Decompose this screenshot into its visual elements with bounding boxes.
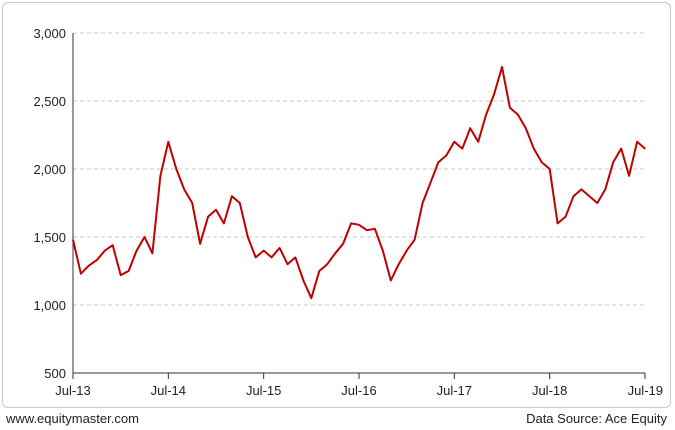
data-point: [223, 222, 225, 224]
y-tick-label: 3,000: [33, 26, 66, 41]
x-tick-label: Jul-19: [628, 383, 663, 398]
data-point: [390, 279, 392, 282]
data-point: [271, 256, 273, 258]
data-point: [620, 148, 622, 150]
data-point: [477, 141, 479, 143]
data-point: [128, 270, 130, 272]
data-point: [342, 243, 344, 245]
data-point: [612, 161, 614, 163]
data-point: [239, 202, 241, 204]
y-tick-label: 1,500: [33, 230, 66, 245]
data-point: [231, 195, 233, 197]
data-point: [263, 250, 265, 252]
data-point: [493, 93, 495, 95]
data-point: [167, 141, 169, 143]
data-point: [628, 175, 630, 177]
series-group: [72, 66, 646, 300]
data-point: [565, 216, 567, 218]
data-point: [453, 141, 455, 143]
data-point: [318, 270, 320, 272]
data-point: [541, 161, 543, 163]
data-point: [437, 161, 439, 163]
data-point: [350, 222, 352, 224]
x-tick-label: Jul-18: [532, 383, 567, 398]
data-point: [596, 202, 598, 204]
y-tick-label: 2,500: [33, 94, 66, 109]
data-point: [175, 168, 177, 170]
data-point: [80, 273, 82, 275]
data-point: [572, 195, 575, 197]
data-point: [525, 127, 527, 129]
data-point: [143, 236, 146, 238]
data-point: [636, 141, 638, 143]
y-tick-label: 2,000: [33, 162, 66, 177]
data-point: [358, 224, 360, 226]
data-point: [366, 229, 368, 231]
data-point: [644, 148, 646, 150]
gridlines: [73, 32, 645, 306]
data-point: [604, 188, 606, 190]
data-point: [501, 66, 503, 68]
data-point: [469, 127, 471, 129]
data-source-label: Data Source: Ace Equity: [526, 411, 667, 426]
website-label: www.equitymaster.com: [6, 411, 139, 426]
x-axis: Jul-13 Jul-14 Jul-15 Jul-16 Jul-17 Jul-18 Jul-…: [55, 372, 663, 398]
data-point: [549, 168, 551, 170]
data-point: [279, 247, 281, 249]
data-point: [112, 244, 114, 246]
data-point: [422, 202, 424, 204]
data-point: [294, 256, 296, 258]
data-point: [414, 239, 416, 241]
y-tick-label: 500: [44, 366, 66, 381]
x-tick-label: Jul-16: [341, 383, 376, 398]
data-point: [151, 252, 153, 254]
series-line: [72, 66, 646, 300]
data-point: [191, 202, 193, 204]
data-point: [159, 175, 161, 177]
data-point: [326, 263, 328, 265]
data-point: [215, 209, 217, 211]
data-point: [406, 250, 408, 252]
data-point: [382, 250, 384, 252]
data-point: [374, 228, 376, 230]
data-point: [286, 263, 289, 265]
data-point: [302, 279, 304, 282]
data-point: [557, 222, 559, 224]
data-point: [88, 265, 90, 267]
x-tick-label: Jul-13: [55, 383, 90, 398]
data-point: [120, 274, 122, 276]
data-point: [183, 188, 185, 190]
data-point: [72, 239, 74, 241]
data-point: [485, 114, 487, 116]
data-point: [461, 148, 463, 150]
data-point: [580, 188, 583, 190]
y-axis: 500 1,000 1,500 2,000 2,500 3,000: [33, 26, 74, 381]
data-point: [104, 250, 106, 252]
data-point: [517, 114, 519, 116]
x-tick-label: Jul-17: [437, 383, 472, 398]
data-point: [96, 259, 98, 261]
data-point: [429, 182, 432, 184]
y-tick-label: 1,000: [33, 298, 66, 313]
data-point: [136, 250, 138, 252]
data-point: [247, 236, 249, 238]
data-point: [588, 195, 591, 197]
x-tick-label: Jul-15: [246, 383, 281, 398]
data-point: [398, 263, 400, 265]
data-point: [334, 252, 336, 254]
data-point: [207, 216, 209, 218]
data-point: [445, 154, 447, 156]
data-point: [199, 243, 201, 245]
data-point: [533, 148, 535, 150]
data-point: [310, 297, 312, 299]
chart-area: [2, 2, 671, 408]
data-point: [255, 256, 257, 258]
x-tick-label: Jul-14: [151, 383, 186, 398]
data-point: [509, 107, 511, 109]
